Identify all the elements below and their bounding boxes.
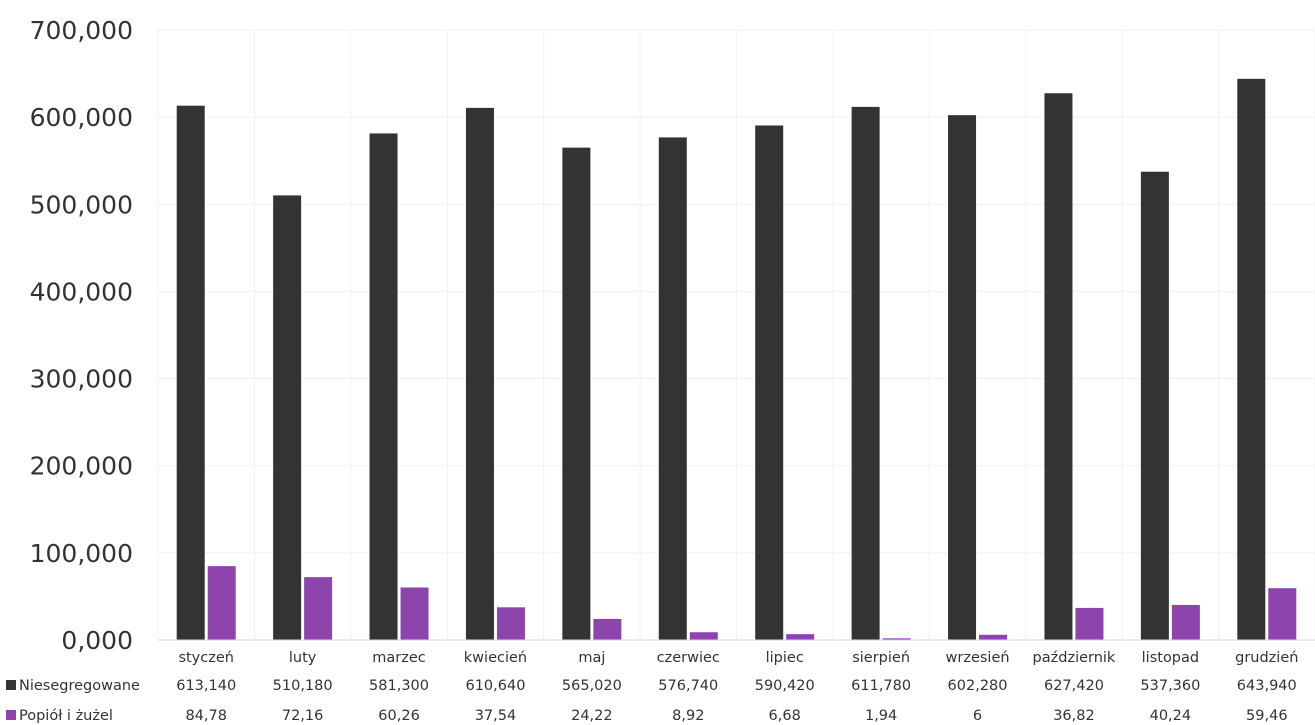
bar-popiol bbox=[304, 577, 333, 640]
y-tick-label: 0,000 bbox=[61, 626, 133, 655]
bar-popiol bbox=[882, 638, 911, 640]
category-label: marzec bbox=[372, 650, 426, 666]
category-label: czerwiec bbox=[657, 650, 720, 666]
category-label: sierpień bbox=[852, 650, 910, 666]
category-label: listopad bbox=[1142, 650, 1199, 666]
category-label: maj bbox=[578, 650, 605, 666]
data-table-value: 37,54 bbox=[475, 708, 517, 724]
data-table-value: 613,140 bbox=[176, 678, 236, 694]
bar-niesegregowane bbox=[1140, 171, 1169, 641]
data-table-value: 72,16 bbox=[282, 708, 324, 724]
legend-label: Niesegregowane bbox=[19, 678, 140, 694]
category-label: styczeń bbox=[178, 650, 234, 666]
y-tick-label: 400,000 bbox=[30, 277, 133, 306]
data-table-value: 6 bbox=[973, 708, 982, 724]
data-table-value: 59,46 bbox=[1246, 708, 1288, 724]
bar-niesegregowane bbox=[658, 137, 687, 640]
y-tick-label: 500,000 bbox=[30, 190, 133, 219]
data-table-value: 581,300 bbox=[369, 678, 429, 694]
data-table-value: 627,420 bbox=[1044, 678, 1104, 694]
bar-niesegregowane bbox=[851, 106, 880, 640]
data-table-value: 1,94 bbox=[865, 708, 897, 724]
y-tick-label: 200,000 bbox=[30, 452, 133, 481]
data-table-value: 576,740 bbox=[658, 678, 718, 694]
data-table: styczeń 613,140 84,78 luty 510,180 72,16 marze… bbox=[158, 639, 1315, 724]
category-label: październik bbox=[1033, 650, 1116, 666]
data-table-value: 84,78 bbox=[185, 708, 227, 724]
bar-niesegregowane bbox=[755, 125, 784, 640]
bar-popiol bbox=[1171, 604, 1200, 640]
data-table-value: 40,24 bbox=[1150, 708, 1192, 724]
bar-popiol bbox=[979, 634, 1008, 640]
y-axis-ticks: 0,000 100,000 200,000 300,000 400,000 500,000… bbox=[30, 16, 133, 655]
bar-niesegregowane bbox=[465, 107, 494, 641]
bar-popiol bbox=[400, 587, 429, 640]
data-table-value: 602,280 bbox=[948, 678, 1008, 694]
y-tick-label: 700,000 bbox=[30, 16, 133, 45]
category-label: luty bbox=[289, 650, 317, 666]
data-table-value: 60,26 bbox=[378, 708, 420, 724]
bar-popiol bbox=[496, 607, 525, 640]
bars bbox=[176, 78, 1297, 641]
data-table-value: 643,940 bbox=[1237, 678, 1297, 694]
data-table-value: 24,22 bbox=[571, 708, 613, 724]
y-tick-label: 100,000 bbox=[30, 539, 133, 568]
bar-niesegregowane bbox=[1044, 93, 1073, 640]
data-table-value: 6,68 bbox=[769, 708, 801, 724]
category-label: kwiecień bbox=[464, 650, 527, 666]
bar-niesegregowane bbox=[176, 105, 205, 641]
bar-niesegregowane bbox=[369, 133, 398, 640]
legend: Niesegregowane Popiół i żużel bbox=[6, 678, 140, 724]
data-table-value: 610,640 bbox=[465, 678, 525, 694]
category-label: grudzień bbox=[1235, 650, 1298, 666]
bar-niesegregowane bbox=[948, 115, 977, 640]
bar-popiol bbox=[1075, 607, 1104, 640]
data-table-value: 590,420 bbox=[755, 678, 815, 694]
bar-popiol bbox=[786, 634, 815, 640]
data-table-value: 537,360 bbox=[1140, 678, 1200, 694]
bar-popiol bbox=[207, 566, 236, 640]
legend-label: Popiół i żużel bbox=[19, 708, 113, 724]
bar-popiol bbox=[1268, 588, 1297, 640]
legend-swatch bbox=[6, 680, 16, 690]
y-tick-label: 300,000 bbox=[30, 365, 133, 394]
data-table-value: 565,020 bbox=[562, 678, 622, 694]
data-table-value: 36,82 bbox=[1053, 708, 1095, 724]
bar-popiol bbox=[593, 618, 622, 640]
data-table-value: 8,92 bbox=[672, 708, 704, 724]
y-tick-label: 600,000 bbox=[30, 103, 133, 132]
legend-swatch bbox=[6, 710, 16, 720]
category-label: wrzesień bbox=[946, 650, 1010, 666]
data-table-value: 611,780 bbox=[851, 678, 911, 694]
bar-niesegregowane bbox=[1237, 78, 1266, 640]
data-table-value: 510,180 bbox=[273, 678, 333, 694]
category-label: lipiec bbox=[766, 650, 804, 666]
bar-popiol bbox=[689, 632, 718, 640]
bar-niesegregowane bbox=[562, 147, 591, 640]
bar-niesegregowane bbox=[273, 195, 302, 641]
